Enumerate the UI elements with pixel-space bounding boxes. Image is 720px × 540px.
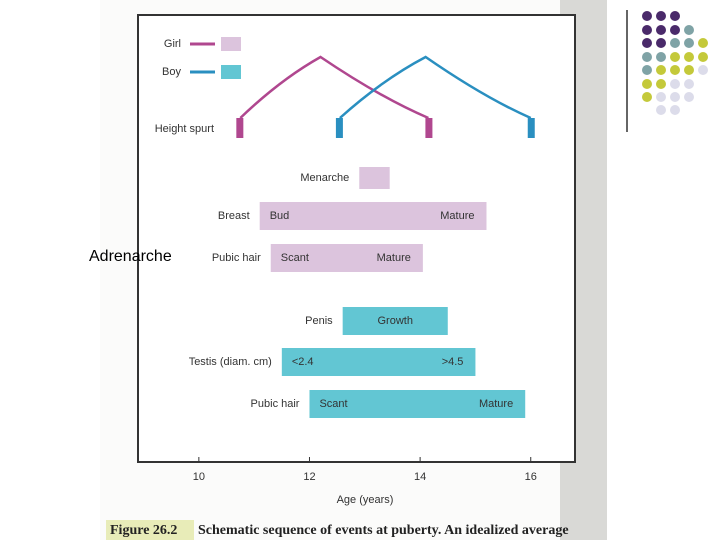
row-label: Height spurt: [155, 123, 214, 135]
stage-label: Scant: [281, 252, 309, 264]
row-label: Breast: [218, 210, 250, 222]
stage-label: <2.4: [292, 356, 314, 368]
spurt-end: [425, 118, 433, 138]
legend-label: Boy: [162, 66, 181, 78]
stage-label: Growth: [377, 315, 412, 327]
event-bar: [259, 202, 487, 230]
stage-label: Bud: [270, 210, 290, 222]
overlay-label: Adrenarche: [89, 248, 172, 265]
row-label: Testis (diam. cm): [189, 356, 272, 368]
event-bar: [270, 244, 423, 272]
spurt-start: [335, 118, 343, 138]
x-tick-label: 14: [414, 471, 426, 483]
event-bar: [281, 348, 476, 376]
stage-label: Mature: [479, 398, 513, 410]
row-label: Penis: [305, 315, 333, 327]
legend-label: Girl: [164, 38, 181, 50]
spurt-curve: [239, 55, 429, 120]
spurt-curve: [339, 55, 532, 120]
caption-highlight: [106, 520, 194, 540]
stage-label: Mature: [377, 252, 411, 264]
caption-text: Schematic sequence of events at puberty.…: [198, 523, 569, 538]
stage-label: Mature: [440, 210, 474, 222]
stage-label: >4.5: [442, 356, 464, 368]
caption-figure: Figure 26.2: [110, 523, 177, 538]
event-bar: [342, 307, 448, 335]
legend-swatch: [221, 65, 241, 79]
row-label: Pubic hair: [212, 252, 261, 264]
event-bar: [359, 167, 390, 189]
decor-dots: [642, 11, 708, 115]
event-bar: [309, 390, 526, 418]
row-label: Pubic hair: [251, 398, 300, 410]
x-tick-label: 10: [193, 471, 205, 483]
x-tick-label: 12: [303, 471, 315, 483]
spurt-end: [527, 118, 535, 138]
x-tick-label: 16: [525, 471, 537, 483]
x-axis-label: Age (years): [337, 494, 394, 506]
stage-label: Scant: [319, 398, 347, 410]
chart-frame: [137, 14, 576, 463]
legend-swatch: [221, 37, 241, 51]
spurt-start: [236, 118, 244, 138]
row-label: Menarche: [300, 172, 349, 184]
